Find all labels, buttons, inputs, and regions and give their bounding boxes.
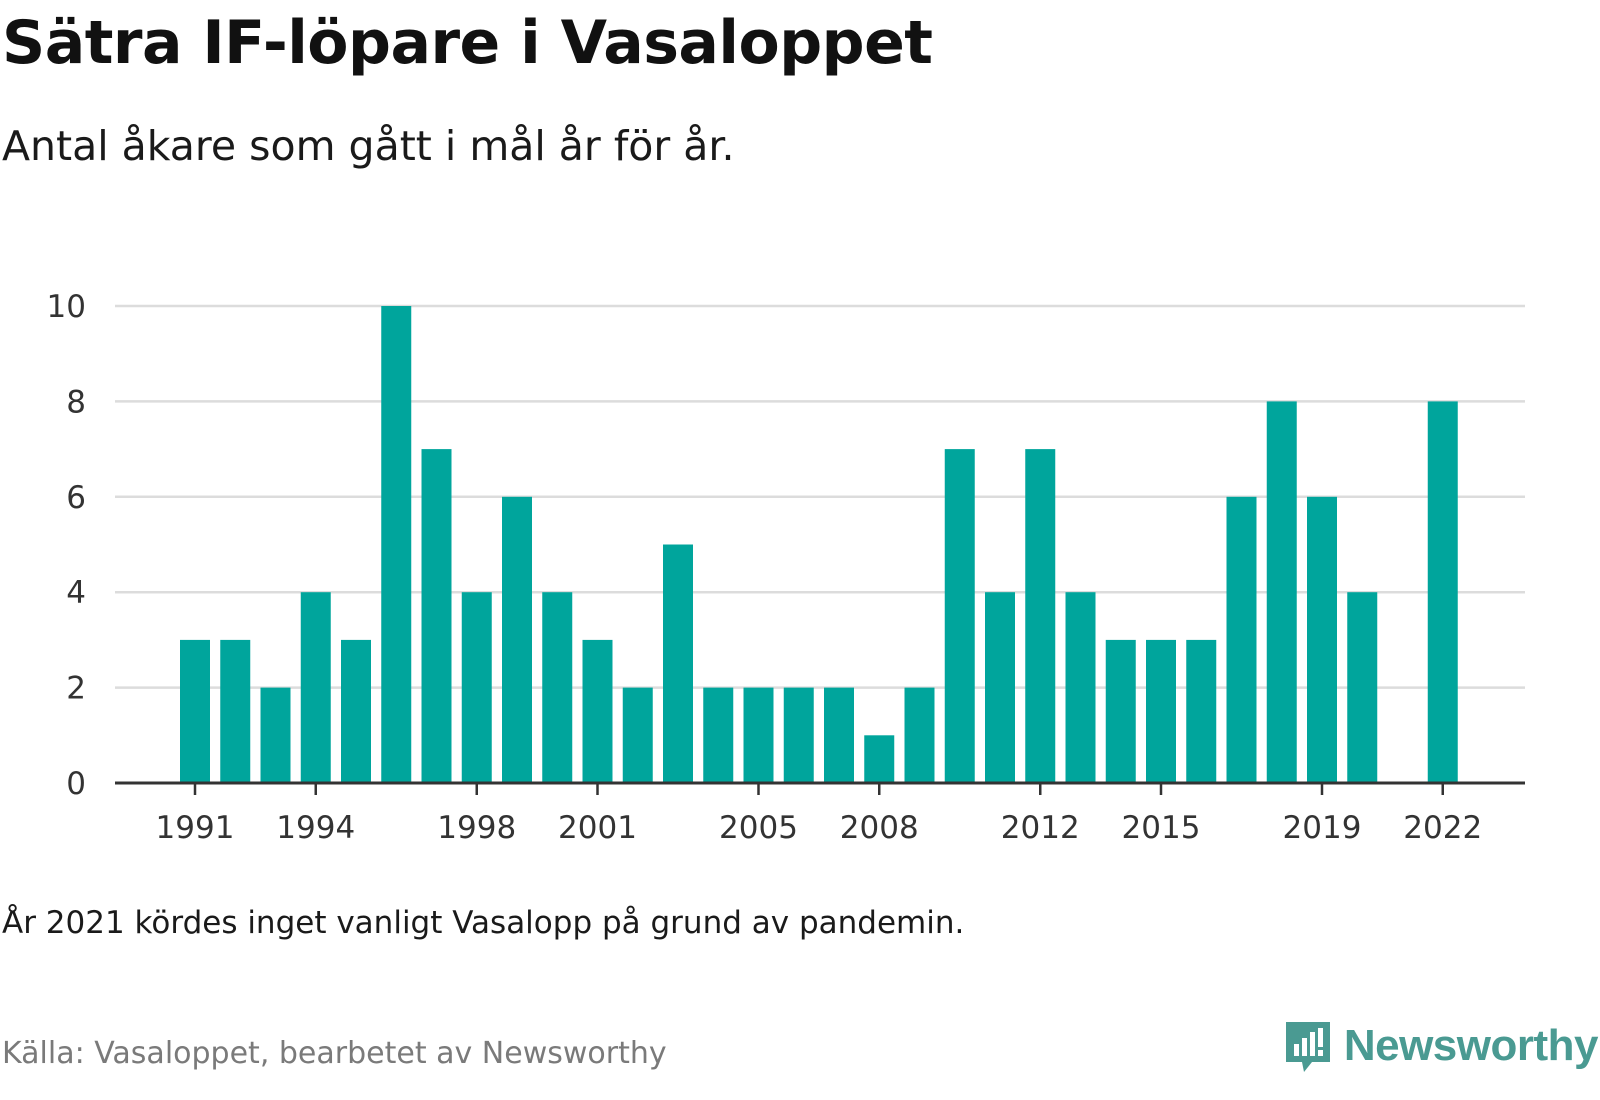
- bar-1993: [260, 687, 291, 783]
- y-tick-label: 2: [66, 671, 86, 707]
- y-tick-label: 10: [47, 289, 86, 325]
- bar-2016: [1186, 639, 1217, 783]
- bar-2017: [1226, 496, 1257, 783]
- source-text: Källa: Vasaloppet, bearbetet av Newswort…: [2, 1036, 667, 1071]
- bar-2001: [582, 639, 613, 783]
- x-axis-tick-labels: 1991 1994 1998 2001 2005 2008 2012 2015 2019 2022: [156, 810, 1483, 846]
- bar-1998: [461, 592, 492, 783]
- bar-2019: [1307, 496, 1337, 783]
- x-tick-label: 2005: [719, 810, 798, 846]
- bar-2011: [985, 592, 1015, 783]
- x-axis: [115, 781, 1525, 795]
- bar-2022: [1427, 401, 1458, 783]
- newsworthy-logo-icon: [1285, 1022, 1330, 1072]
- bar-2008: [864, 735, 895, 783]
- bar-1995: [341, 639, 371, 783]
- y-tick-label: 0: [66, 766, 86, 802]
- x-tick-label: 2019: [1283, 810, 1362, 846]
- bar-2014: [1105, 639, 1136, 783]
- bar-2018: [1266, 401, 1297, 783]
- x-tick-label: 1991: [156, 810, 235, 846]
- x-tick-label: 2001: [558, 810, 637, 846]
- bars: [180, 306, 1458, 783]
- x-tick-label: 1998: [437, 810, 516, 846]
- bar-2013: [1065, 592, 1096, 783]
- chart-title: Sätra IF-löpare i Vasaloppet: [2, 8, 933, 78]
- x-tick-label: 2008: [840, 810, 919, 846]
- bar-1996: [381, 306, 412, 783]
- y-tick-label: 6: [66, 480, 86, 516]
- bar-2012: [1025, 449, 1056, 783]
- bar-2020: [1347, 592, 1378, 783]
- bar-chart: 0 2 4 6 8 10 1991 1994 1998 2001 2005 2008 2012 2015…: [47, 289, 1525, 846]
- y-axis-tick-labels: 0 2 4 6 8 10: [47, 289, 86, 802]
- bar-2009: [904, 687, 935, 783]
- chart-subtitle: Antal åkare som gått i mål år för år.: [2, 122, 735, 170]
- bar-1997: [421, 449, 452, 783]
- y-tick-label: 4: [66, 575, 86, 611]
- bar-1992: [220, 639, 251, 783]
- bar-1994: [300, 592, 331, 783]
- bar-2003: [663, 544, 693, 783]
- bar-2004: [703, 687, 734, 783]
- bar-2000: [542, 592, 573, 783]
- bar-2007: [824, 687, 854, 783]
- bar-1999: [502, 496, 532, 783]
- chart-note: År 2021 kördes inget vanligt Vasalopp på…: [2, 905, 965, 941]
- bar-2005: [743, 687, 774, 783]
- bar-2015: [1146, 639, 1176, 783]
- newsworthy-logo-text: Newsworthy: [1343, 1021, 1599, 1070]
- newsworthy-logo: Newsworthy: [1282, 1018, 1599, 1074]
- x-tick-label: 1994: [276, 810, 355, 846]
- x-tick-label: 2022: [1403, 810, 1482, 846]
- x-tick-label: 2012: [1001, 810, 1080, 846]
- bar-1991: [180, 639, 210, 783]
- bar-2010: [944, 449, 975, 783]
- y-tick-label: 8: [66, 384, 86, 420]
- bar-2002: [622, 687, 653, 783]
- bar-2006: [783, 687, 814, 783]
- x-tick-label: 2015: [1122, 810, 1201, 846]
